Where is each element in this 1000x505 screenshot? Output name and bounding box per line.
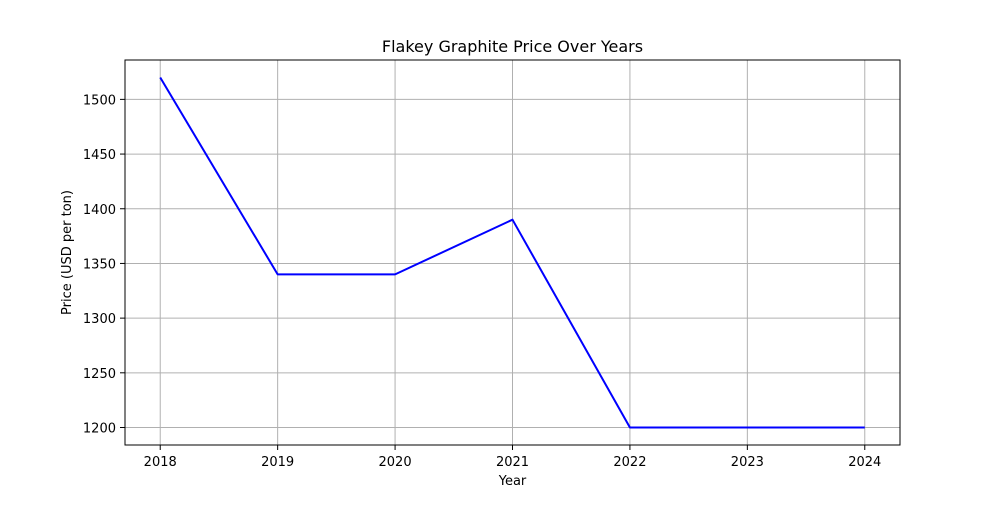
- y-tick-label: 1450: [83, 148, 116, 163]
- series-layer: [159, 76, 865, 429]
- x-tick-label: 2022: [613, 455, 646, 470]
- y-tick-label: 1400: [83, 203, 116, 218]
- y-tick-label: 1250: [83, 367, 116, 382]
- y-tick-label: 1200: [83, 422, 116, 437]
- x-tick-label: 2020: [379, 455, 412, 470]
- y-tick-label: 1500: [83, 93, 116, 108]
- y-tick-label: 1350: [83, 257, 116, 272]
- x-axis-label: Year: [498, 474, 527, 489]
- x-tick-label: 2024: [848, 455, 881, 470]
- x-tick-label: 2023: [731, 455, 764, 470]
- x-tick-label: 2021: [496, 455, 529, 470]
- series-line: [159, 76, 865, 429]
- y-axis-label: Price (USD per ton): [60, 190, 75, 315]
- y-tick-label: 1300: [83, 312, 116, 327]
- x-tick-label: 2019: [261, 455, 294, 470]
- grid-lines: [125, 60, 900, 445]
- tick-layer: 2018 2019 2020 2021 2022 2023 2024 1200 1250 1300…: [83, 93, 881, 470]
- chart-title: Flakey Graphite Price Over Years: [382, 37, 643, 56]
- x-tick-label: 2018: [144, 455, 177, 470]
